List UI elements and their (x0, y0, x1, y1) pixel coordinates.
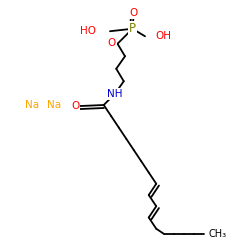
Text: P: P (129, 22, 136, 35)
Text: Na: Na (47, 100, 61, 110)
Text: HO: HO (80, 26, 96, 36)
Text: Na: Na (26, 100, 40, 110)
Text: O: O (107, 38, 115, 48)
Text: NH: NH (107, 89, 123, 99)
Text: CH₃: CH₃ (209, 229, 227, 239)
Text: O: O (71, 101, 79, 111)
Text: O: O (130, 8, 138, 18)
Text: OH: OH (155, 31, 171, 41)
